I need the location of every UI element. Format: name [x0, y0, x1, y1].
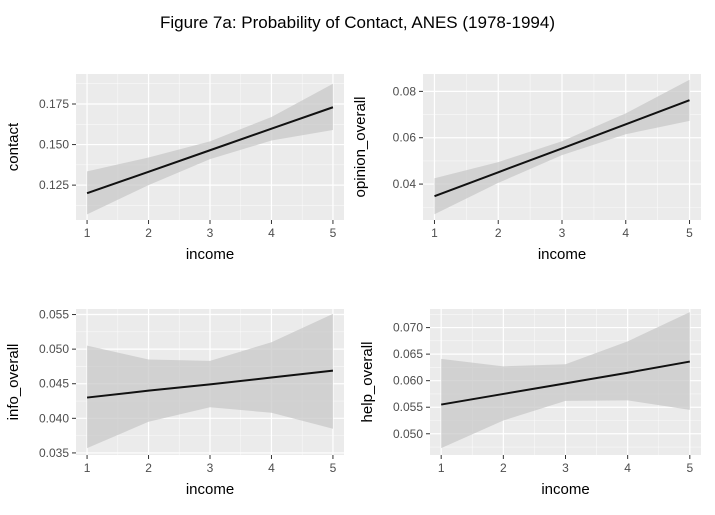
y-tick-label: 0.125	[39, 178, 69, 192]
y-tick-label: 0.055	[393, 400, 423, 414]
y-tick-label: 0.035	[39, 446, 69, 460]
fitted-line	[441, 360, 690, 406]
confidence-band	[87, 83, 333, 215]
y-axis-title: help_overall	[359, 342, 376, 423]
y-tick-label: 0.045	[39, 377, 69, 391]
panel-info_overall: 1 2 3 4 5 0.035 0.040 0.045 0.050 0.055 income info…	[5, 308, 344, 498]
y-axis-title: info_overall	[5, 344, 22, 421]
fitted-line	[86, 369, 334, 399]
y-axis-title: contact	[5, 122, 22, 171]
x-tick-label: 2	[500, 461, 507, 475]
x-tick-label: 4	[268, 226, 275, 240]
x-axis-title: income	[186, 246, 234, 263]
x-tick-label: 1	[438, 461, 445, 475]
x-tick-label: 1	[84, 226, 91, 240]
panels-group: 1 2 3 4 5 0.125 0.150 0.175 income contact 1 2 3 4 5 0.…	[5, 74, 701, 498]
x-tick-label: 4	[268, 461, 275, 475]
x-tick-label: 4	[624, 461, 631, 475]
y-tick-label: 0.060	[393, 374, 423, 388]
y-tick-label: 0.06	[393, 131, 417, 145]
panel-opinion_overall: 1 2 3 4 5 0.04 0.06 0.08 income opinion_overall	[352, 74, 701, 263]
y-tick-label: 0.040	[39, 411, 69, 425]
y-tick-label: 0.065	[393, 347, 423, 361]
panel-help_overall: 1 2 3 4 5 0.050 0.055 0.060 0.065 0.070 income help…	[359, 309, 701, 498]
x-tick-label: 5	[686, 461, 693, 475]
y-tick-label: 0.070	[393, 321, 423, 335]
y-axis-title: opinion_overall	[352, 97, 369, 198]
x-tick-label: 4	[622, 226, 629, 240]
x-axis-title: income	[538, 246, 586, 263]
x-tick-label: 3	[559, 226, 566, 240]
y-tick-label: 0.175	[39, 97, 69, 111]
x-tick-label: 1	[84, 461, 91, 475]
figure-title: Figure 7a: Probability of Contact, ANES …	[160, 13, 555, 32]
confidence-band	[87, 313, 333, 449]
fitted-line	[434, 99, 690, 198]
x-tick-label: 2	[145, 461, 152, 475]
panel-contact: 1 2 3 4 5 0.125 0.150 0.175 income contact	[5, 74, 344, 263]
x-tick-label: 5	[330, 461, 337, 475]
y-tick-label: 0.04	[393, 177, 417, 191]
y-tick-label: 0.150	[39, 138, 69, 152]
y-tick-label: 0.050	[39, 342, 69, 356]
confidence-band	[441, 312, 690, 449]
fitted-line	[86, 106, 334, 195]
x-axis-title: income	[186, 481, 234, 498]
x-axis-title: income	[541, 481, 589, 498]
x-tick-label: 3	[207, 226, 214, 240]
confidence-band	[434, 79, 690, 215]
x-tick-label: 2	[145, 226, 152, 240]
y-tick-label: 0.055	[39, 308, 69, 322]
x-tick-label: 5	[686, 226, 693, 240]
x-tick-label: 3	[562, 461, 569, 475]
x-tick-label: 5	[330, 226, 337, 240]
x-tick-label: 2	[495, 226, 502, 240]
y-tick-label: 0.050	[393, 427, 423, 441]
x-tick-label: 3	[207, 461, 214, 475]
x-tick-label: 1	[431, 226, 438, 240]
y-tick-label: 0.08	[393, 84, 417, 98]
